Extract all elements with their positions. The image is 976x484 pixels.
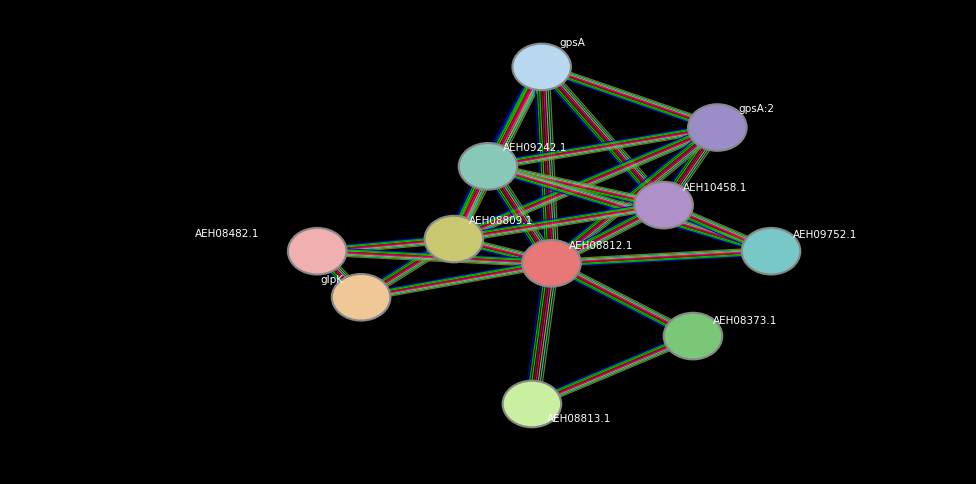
- Ellipse shape: [742, 228, 800, 275]
- Text: AEH09242.1: AEH09242.1: [503, 142, 567, 152]
- Ellipse shape: [288, 228, 346, 275]
- Text: AEH08813.1: AEH08813.1: [547, 413, 611, 424]
- Ellipse shape: [425, 216, 483, 263]
- Ellipse shape: [664, 313, 722, 360]
- Ellipse shape: [522, 241, 581, 287]
- Text: AEH08482.1: AEH08482.1: [195, 228, 260, 238]
- Ellipse shape: [688, 105, 747, 151]
- Text: AEH08809.1: AEH08809.1: [468, 216, 533, 226]
- Text: glpK: glpK: [320, 274, 344, 284]
- Text: AEH08812.1: AEH08812.1: [569, 240, 633, 250]
- Text: gpsA:2: gpsA:2: [739, 104, 775, 114]
- Ellipse shape: [512, 45, 571, 91]
- Text: AEH09752.1: AEH09752.1: [793, 229, 857, 240]
- Text: AEH10458.1: AEH10458.1: [683, 182, 748, 192]
- Ellipse shape: [332, 274, 390, 321]
- Ellipse shape: [634, 182, 693, 229]
- Ellipse shape: [459, 144, 517, 190]
- Ellipse shape: [503, 381, 561, 427]
- Text: gpsA: gpsA: [559, 37, 586, 47]
- Text: AEH08373.1: AEH08373.1: [712, 316, 777, 326]
